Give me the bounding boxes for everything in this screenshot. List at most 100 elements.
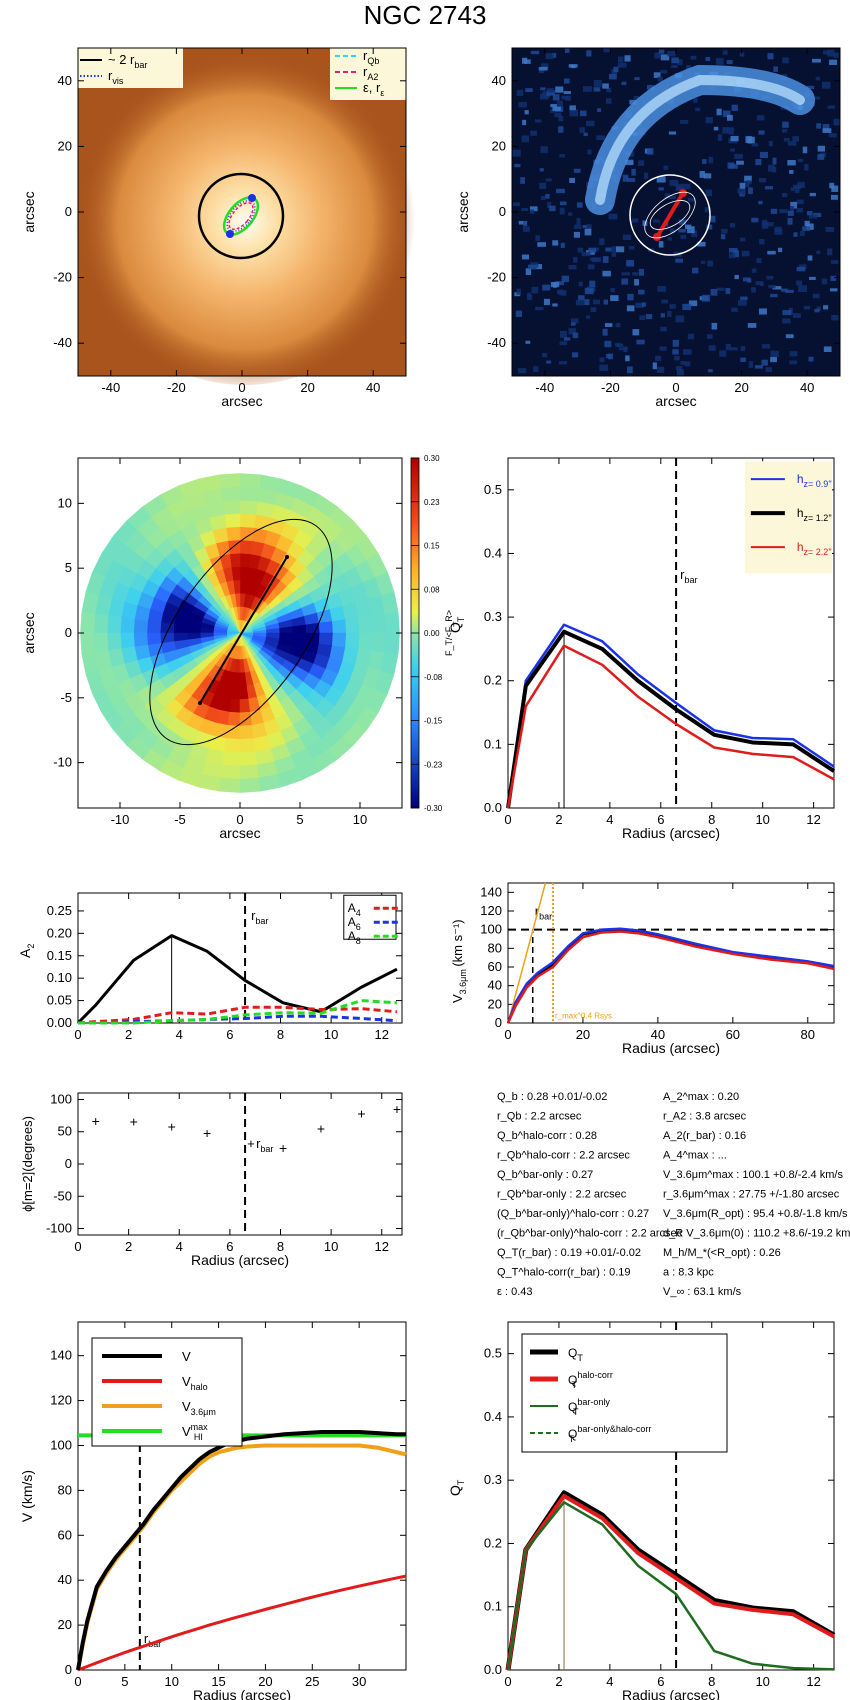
parameter-table: Q_b : 0.28 +0.01/-0.02 r_Qb : 2.2 arcsec Q…	[497, 1091, 850, 1298]
noise-pixel	[527, 264, 537, 270]
colorbar-tick-label: 0.23	[424, 498, 440, 507]
noise-pixel	[678, 219, 686, 225]
noise-pixel	[638, 268, 645, 276]
info-right-line: A_2^max : 0.20	[663, 1091, 739, 1103]
noise-pixel	[593, 79, 602, 87]
x-axis-label: arcsec	[655, 393, 696, 409]
noise-pixel	[821, 81, 831, 89]
x-tick-label: 10	[755, 1674, 769, 1689]
y-tick-label: 0.15	[47, 948, 72, 963]
x-tick-label: 40	[651, 1027, 665, 1042]
noise-pixel	[782, 318, 791, 324]
map-cell	[220, 486, 241, 502]
y-tick-label: 0	[495, 1015, 502, 1030]
legend-label: Vmax HI	[182, 1422, 208, 1442]
noise-pixel	[710, 288, 718, 296]
x-tick-label: 4	[176, 1239, 183, 1254]
rmax-label: r_max^0.4 Rsys	[555, 1011, 612, 1020]
noise-pixel	[827, 49, 835, 57]
noise-pixel	[796, 199, 804, 205]
noise-pixel	[552, 240, 559, 246]
noise-pixel	[817, 145, 825, 152]
noise-pixel	[518, 101, 527, 108]
noise-pixel	[638, 289, 645, 295]
y-axis-label: arcsec	[21, 612, 37, 653]
noise-pixel	[559, 341, 568, 346]
noise-pixel	[728, 248, 738, 253]
legend-label: Qhalo-corr T	[568, 1370, 613, 1390]
info-right-line: V_3.6μm(R_opt) : 95.4 +0.8/-1.8 km/s	[663, 1208, 848, 1220]
noise-pixel	[772, 167, 777, 173]
noise-pixel	[687, 226, 695, 234]
noise-pixel	[586, 50, 592, 57]
x-tick-label: 20	[576, 1027, 590, 1042]
noise-pixel	[717, 287, 725, 291]
noise-pixel	[631, 218, 639, 223]
noise-pixel	[668, 131, 677, 135]
noise-pixel	[669, 228, 676, 234]
noise-pixel	[563, 91, 571, 95]
noise-pixel	[823, 346, 832, 353]
map-cell	[218, 473, 241, 489]
legend-label: A8	[348, 929, 361, 946]
noise-pixel	[525, 268, 532, 276]
noise-pixel	[602, 83, 609, 89]
noise-pixel	[623, 346, 628, 353]
noise-pixel	[678, 228, 686, 233]
noise-pixel	[586, 224, 592, 231]
noise-pixel	[669, 304, 676, 309]
noise-pixel	[610, 295, 619, 302]
noise-pixel	[641, 302, 647, 307]
noise-pixel	[716, 58, 724, 65]
x-tick-label: 6	[657, 1674, 664, 1689]
map-cell	[239, 738, 256, 753]
series-line	[506, 644, 835, 809]
noise-pixel	[622, 174, 629, 182]
x-axis-label: Radius (arcsec)	[622, 1040, 720, 1056]
p7-plot-frame	[77, 1092, 403, 1236]
noise-pixel	[759, 151, 768, 158]
noise-pixel	[582, 224, 587, 229]
noise-pixel	[642, 220, 648, 226]
data-point: +	[317, 1121, 325, 1137]
info-left-line: Q_T(r_bar) : 0.19 +0.01/-0.02	[497, 1247, 641, 1259]
noise-pixel	[563, 337, 571, 341]
noise-pixel	[658, 187, 664, 191]
bar-end-marker	[285, 555, 289, 559]
noise-pixel	[611, 246, 619, 251]
noise-pixel	[636, 339, 645, 345]
noise-pixel	[822, 124, 830, 131]
noise-pixel	[574, 224, 582, 229]
x-tick-label: 12	[375, 1027, 389, 1042]
y-tick-label: 20	[58, 1617, 72, 1632]
x-tick-label: 5	[121, 1674, 128, 1689]
noise-pixel	[590, 307, 597, 313]
noise-pixel	[655, 355, 662, 361]
map-cell	[93, 613, 109, 634]
map-cell	[358, 632, 374, 651]
y-axis-label: ϕ[m=2](degrees)	[20, 1116, 35, 1212]
noise-pixel	[739, 182, 746, 189]
noise-pixel	[729, 347, 738, 351]
bar-radius-plus: +	[247, 1136, 255, 1151]
y-tick-label: 120	[480, 903, 502, 918]
noise-pixel	[736, 160, 744, 165]
noise-pixel	[615, 323, 621, 328]
noise-pixel	[545, 53, 554, 60]
map-cell	[318, 632, 334, 646]
data-point: +	[168, 1119, 176, 1135]
x-tick-label: 0	[74, 1027, 81, 1042]
noise-pixel	[621, 81, 627, 86]
map-cell	[239, 539, 253, 555]
x-tick-label: 10	[164, 1674, 178, 1689]
map-cell	[80, 611, 96, 634]
legend-label: ~ 2 rbar	[108, 52, 147, 70]
noise-pixel	[576, 202, 583, 208]
y-tick-label: 0.1	[484, 736, 502, 751]
series-line	[78, 999, 398, 1025]
noise-pixel	[523, 221, 528, 227]
noise-pixel	[699, 170, 705, 178]
bar-radius-label: rbar	[256, 1136, 273, 1154]
y-tick-label: 140	[480, 884, 502, 899]
map-cell	[220, 764, 241, 780]
